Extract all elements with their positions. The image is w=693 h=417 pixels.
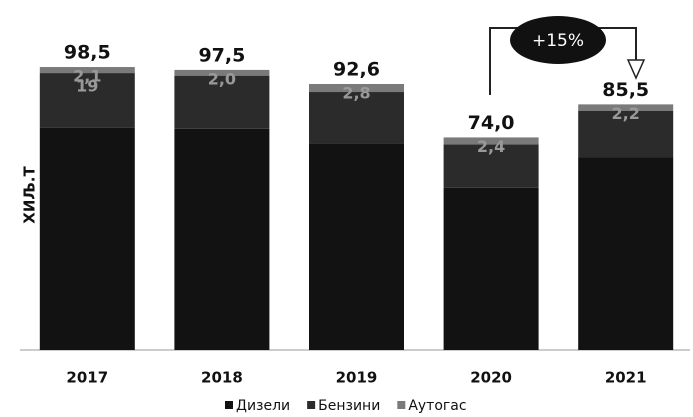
bar-segment: [578, 110, 674, 158]
bar-segment: [578, 104, 674, 111]
bar-segment: [309, 143, 404, 350]
bar-segment: [578, 157, 674, 350]
legend-swatch: [397, 401, 406, 409]
bar-segment: [443, 187, 539, 350]
annotation-text: +15%: [532, 31, 584, 51]
total-label: 85,5: [602, 79, 649, 101]
bar-segment: [39, 73, 135, 128]
total-label: 98,5: [64, 42, 111, 64]
x-tick-label: 2020: [470, 369, 512, 387]
annotation-arrow: [626, 59, 646, 80]
total-label: 92,6: [333, 58, 380, 80]
annotation-bubble: [510, 16, 606, 64]
x-tick-label: 2021: [605, 369, 647, 387]
segment-label: 2,2: [612, 104, 640, 123]
legend-swatch: [225, 401, 233, 409]
segment-label: 2,1: [73, 67, 101, 86]
bar-segment: [39, 67, 135, 74]
bar-segment: [174, 69, 270, 76]
x-tick-label: 2018: [201, 369, 243, 387]
total-label: 74,0: [468, 112, 515, 134]
segment-label: 19: [76, 77, 98, 96]
bar-segment: [443, 137, 539, 145]
bar-segment: [309, 92, 404, 144]
legend-label: Аутогас: [408, 398, 466, 414]
segment-label: 2,0: [208, 69, 236, 88]
total-label: 97,5: [198, 44, 245, 66]
legend-label: Бензини: [318, 398, 380, 414]
segment-label: 2,4: [477, 137, 505, 156]
bar-segment: [39, 127, 135, 350]
x-tick-label: 2019: [336, 369, 378, 387]
bar-segment: [174, 128, 270, 350]
bar-segment: [443, 144, 539, 188]
legend-label: Дизели: [236, 398, 290, 414]
segment-label: 2,8: [342, 83, 370, 102]
legend-swatch: [307, 401, 316, 409]
bar-segment: [174, 75, 270, 129]
y-axis-label: ХИЉ.Т: [21, 166, 39, 224]
x-tick-label: 2017: [66, 369, 108, 387]
bar-segment: [309, 83, 404, 93]
